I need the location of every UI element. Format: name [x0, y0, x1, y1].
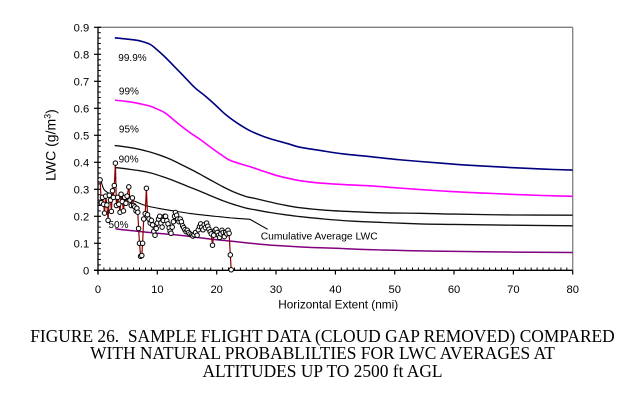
svg-text:0.6: 0.6	[74, 103, 90, 115]
svg-text:0: 0	[83, 265, 89, 277]
svg-text:95%: 95%	[119, 125, 139, 136]
svg-text:80: 80	[566, 284, 578, 296]
svg-text:50%: 50%	[109, 220, 129, 231]
svg-text:0.9: 0.9	[74, 22, 90, 34]
svg-text:0.8: 0.8	[74, 49, 90, 61]
svg-text:99.9%: 99.9%	[118, 53, 146, 64]
svg-text:LWC (g/m3): LWC (g/m3)	[43, 109, 59, 181]
svg-text:0.4: 0.4	[74, 157, 90, 169]
svg-text:0.3: 0.3	[74, 184, 90, 196]
svg-text:Horizontal Extent (nmi): Horizontal Extent (nmi)	[278, 297, 398, 311]
svg-text:10: 10	[151, 284, 163, 296]
svg-text:50: 50	[388, 284, 400, 296]
svg-text:0.1: 0.1	[74, 238, 90, 250]
svg-text:40: 40	[329, 284, 341, 296]
svg-text:70: 70	[507, 284, 519, 296]
svg-text:0.2: 0.2	[74, 211, 90, 223]
svg-text:30: 30	[270, 284, 282, 296]
svg-text:Cumulative Average LWC: Cumulative Average LWC	[261, 231, 379, 242]
svg-text:20: 20	[210, 284, 222, 296]
svg-text:99%: 99%	[119, 86, 139, 97]
svg-text:0.5: 0.5	[74, 130, 90, 142]
svg-text:90%: 90%	[119, 154, 139, 165]
svg-text:0.7: 0.7	[74, 76, 90, 88]
svg-text:0: 0	[95, 284, 101, 296]
svg-text:60: 60	[448, 284, 460, 296]
